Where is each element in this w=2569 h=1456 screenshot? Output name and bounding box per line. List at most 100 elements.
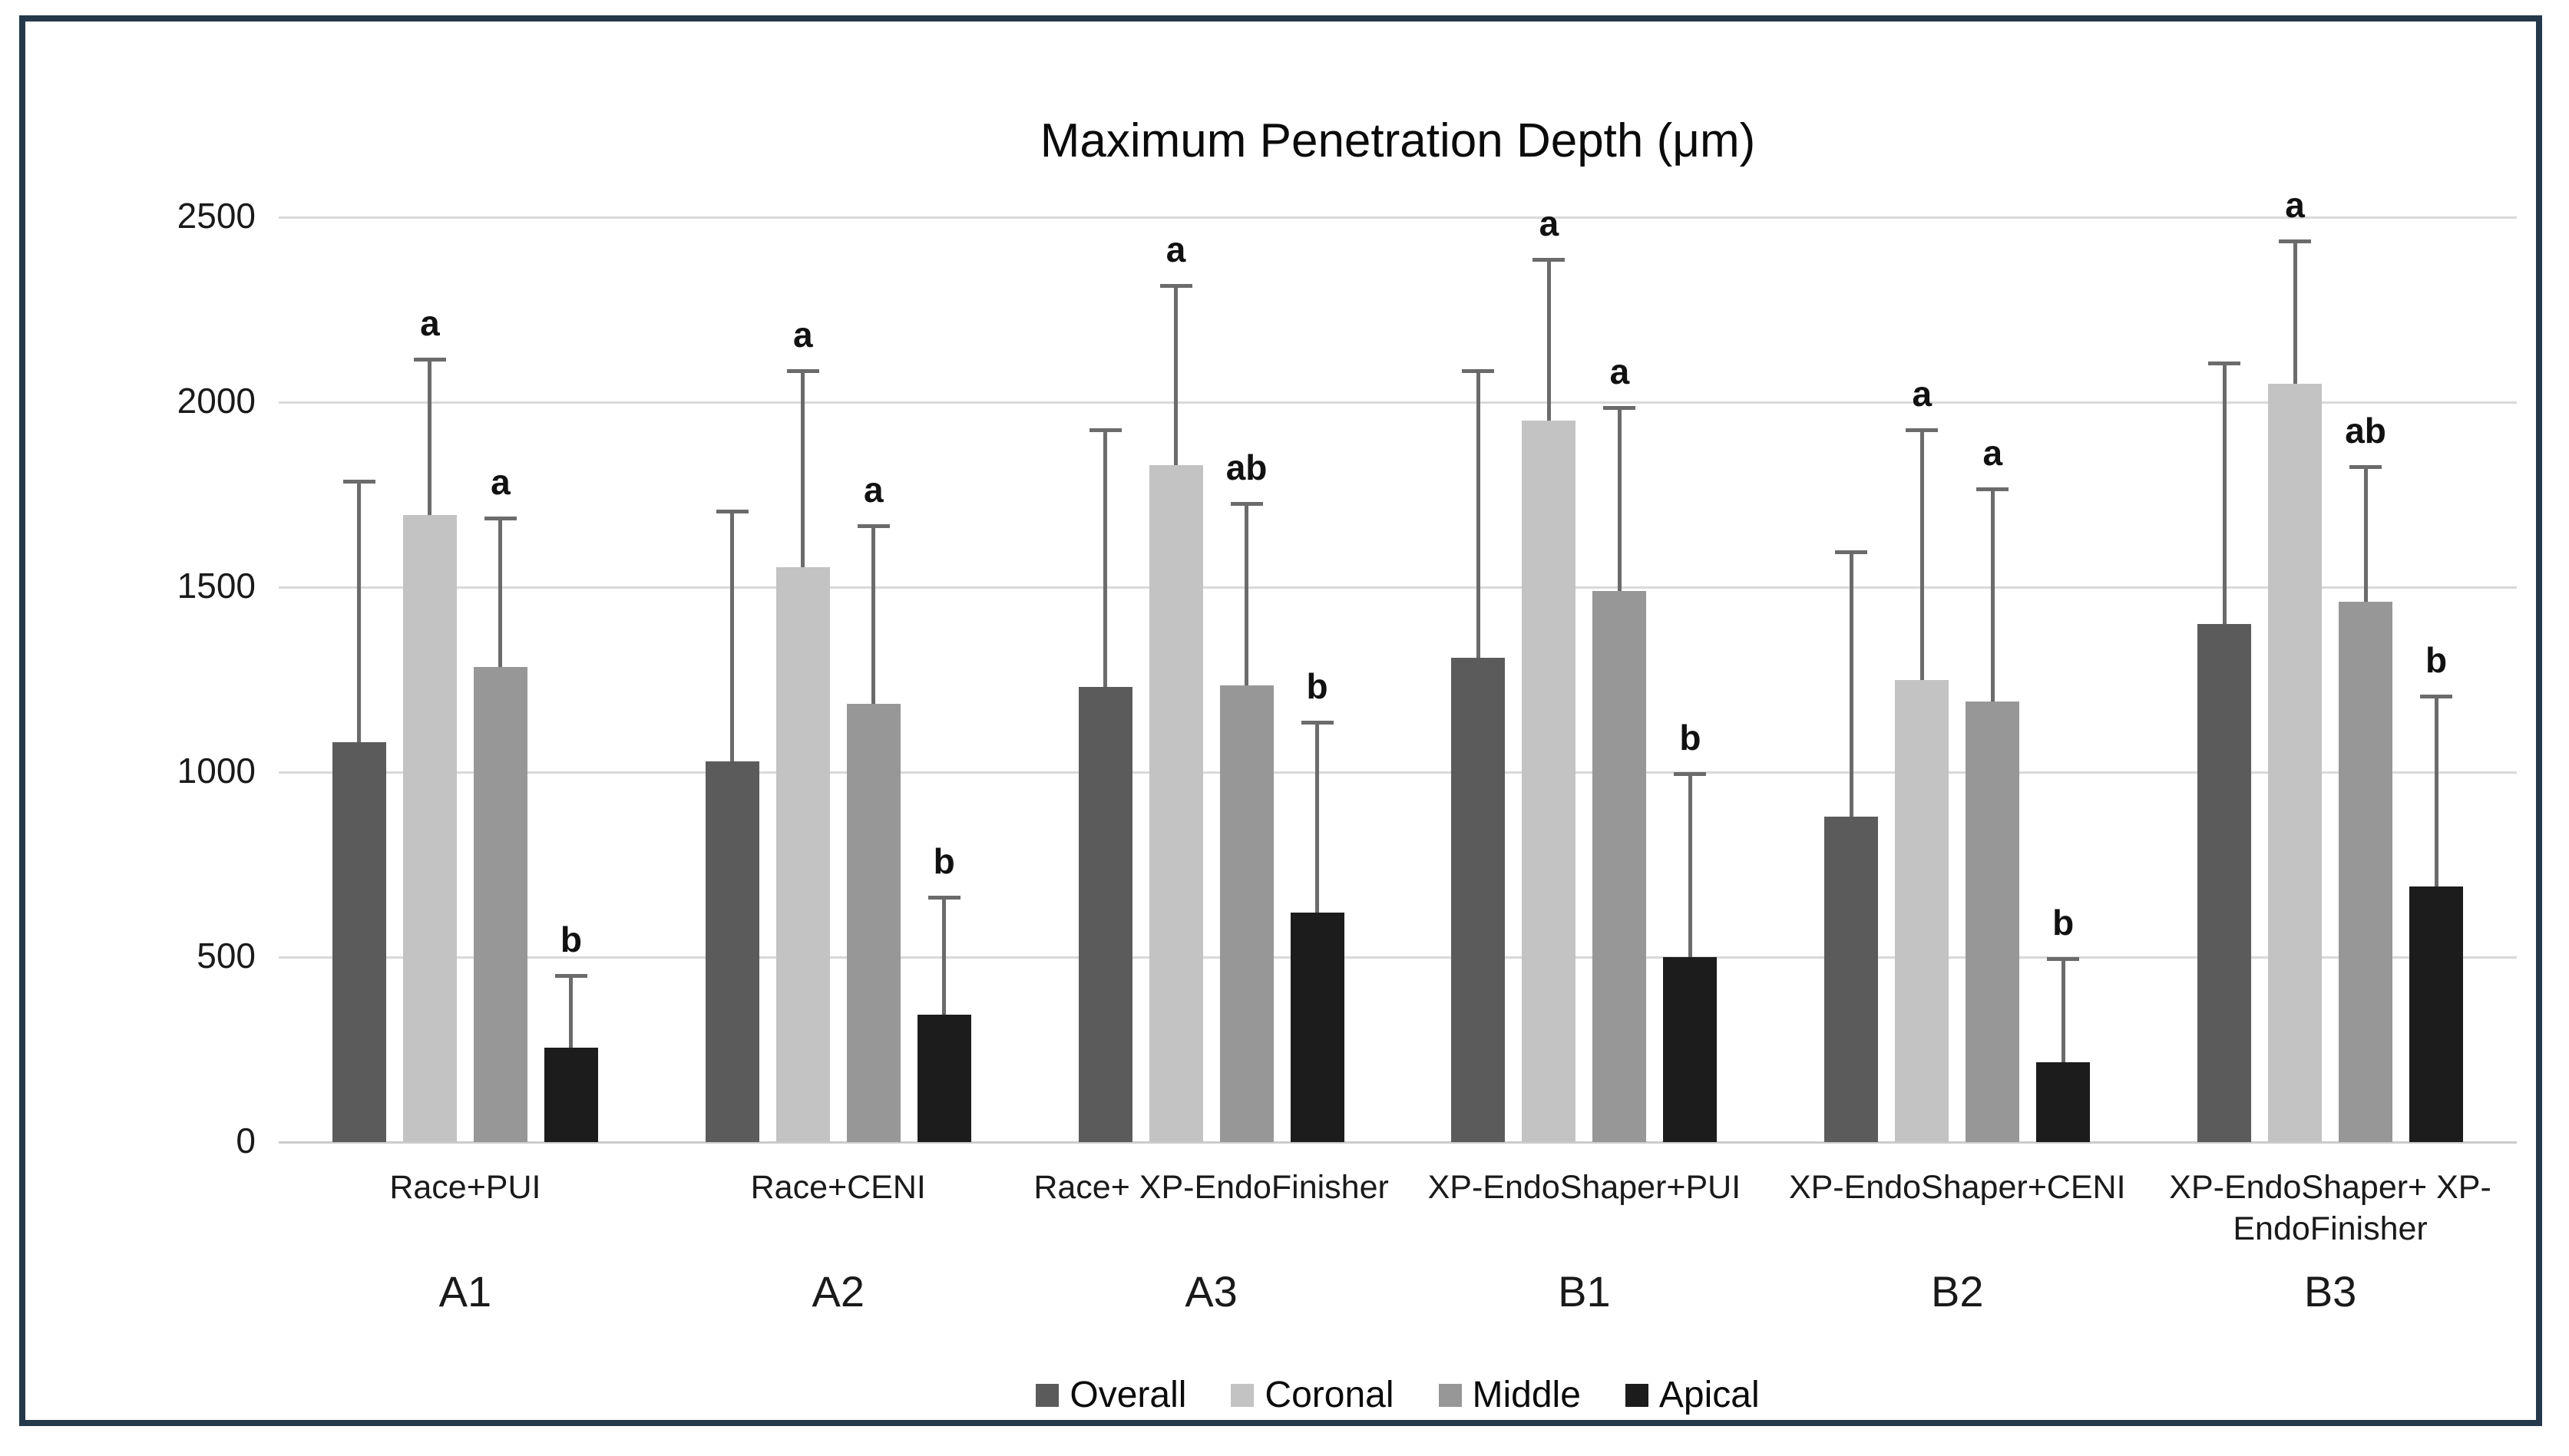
group-label-text-B1: XP-EndoShaper+PUI xyxy=(1427,1169,1741,1206)
y-tick-label-500: 500 xyxy=(197,936,256,976)
error-bar-A1-middle xyxy=(498,517,503,667)
bar-A1-coronal xyxy=(402,515,457,1142)
bar-slot-A1-middle: a xyxy=(473,217,527,1142)
legend-label-overall: Overall xyxy=(1070,1375,1187,1415)
legend-item-apical: Apical xyxy=(1625,1374,1760,1416)
legend-item-middle: Middle xyxy=(1438,1374,1581,1416)
group-sublabel-B2: B2 xyxy=(1930,1267,1984,1316)
error-cap-B1-apical xyxy=(1674,772,1707,776)
y-tick-label-0: 0 xyxy=(236,1121,256,1161)
significance-letter-B1-coronal: a xyxy=(1539,203,1559,244)
error-bar-B1-middle xyxy=(1617,405,1622,591)
group-sublabel-A2: A2 xyxy=(812,1267,865,1316)
bar-slot-B2-coronal: a xyxy=(1895,217,1949,1142)
bar-slot-B3-coronal: a xyxy=(2268,185,2323,1142)
error-cap-A3-middle xyxy=(1230,502,1263,507)
error-cap-A1-middle xyxy=(484,517,517,521)
error-cap-A2-overall xyxy=(716,509,749,513)
group-label-text-A1: Race+PUI xyxy=(389,1169,541,1206)
significance-letter-A1-apical: b xyxy=(560,919,582,959)
gridline-2000 xyxy=(279,401,2517,404)
bar-slot-B1-overall xyxy=(1451,217,1506,1142)
bar-B2-coronal xyxy=(1895,679,1949,1142)
legend-swatch-overall xyxy=(1036,1383,1060,1407)
gridline-0 xyxy=(279,1141,2517,1144)
error-cap-A2-coronal xyxy=(786,368,819,373)
bar-slot-A2-overall xyxy=(705,217,759,1142)
error-bar-A3-apical xyxy=(1315,720,1320,913)
error-cap-A2-middle xyxy=(857,524,890,529)
plot-area: a a b a a b a ab b a a b a a b a ab b xyxy=(279,185,2517,1144)
legend-item-coronal: Coronal xyxy=(1231,1374,1394,1416)
error-cap-B3-middle xyxy=(2349,464,2382,469)
bar-B3-overall xyxy=(2197,624,2252,1142)
error-bar-A1-coronal xyxy=(428,358,432,516)
bar-group-A3: a ab b xyxy=(1025,217,1398,1142)
error-cap-B3-coronal xyxy=(2279,239,2312,243)
bar-B2-apical xyxy=(2036,1062,2091,1142)
bar-B2-overall xyxy=(1824,816,1879,1142)
gridline-1500 xyxy=(279,586,2517,589)
legend-label-apical: Apical xyxy=(1658,1375,1760,1415)
bar-A3-middle xyxy=(1219,685,1274,1142)
group-label-B3: XP-EndoShaper+ XP-EndoFinisher xyxy=(2144,1167,2517,1250)
error-cap-B3-overall xyxy=(2208,361,2241,365)
legend-swatch-coronal xyxy=(1231,1383,1255,1407)
error-bar-A3-middle xyxy=(1245,502,1249,685)
figure-border-frame: Maximum Penetration Depth (μm) a a b a a b a ab… xyxy=(19,15,2542,1426)
bars-row-B1: a a b xyxy=(1451,203,1718,1142)
bar-slot-B2-middle: a xyxy=(1966,217,2020,1142)
bar-B1-coronal xyxy=(1522,421,1576,1142)
bar-B3-apical xyxy=(2409,886,2464,1142)
significance-letter-A1-middle: a xyxy=(491,462,511,503)
group-label-text-A2: Race+CENI xyxy=(750,1169,926,1206)
bar-A3-apical xyxy=(1290,913,1344,1142)
bar-group-A1: a a b xyxy=(279,217,652,1142)
bar-slot-B3-middle: ab xyxy=(2339,217,2393,1142)
bar-B3-middle xyxy=(2339,602,2393,1142)
bar-slot-B1-coronal: a xyxy=(1522,203,1576,1142)
group-label-text-B3: XP-EndoShaper+ XP-EndoFinisher xyxy=(2169,1169,2491,1247)
bar-slot-A3-coronal: a xyxy=(1149,217,1203,1142)
bar-slot-A1-apical: b xyxy=(544,217,598,1142)
error-bar-A3-coronal xyxy=(1174,283,1179,465)
error-bar-B2-apical xyxy=(2061,957,2065,1063)
bar-slot-A3-middle: ab xyxy=(1219,217,1274,1142)
bar-A1-apical xyxy=(544,1048,598,1142)
bar-group-B3: a ab b xyxy=(2144,185,2517,1142)
error-bar-B3-overall xyxy=(2222,361,2227,625)
chart-legend: Overall Coronal Middle Apical xyxy=(279,1374,2517,1416)
significance-letter-B1-apical: b xyxy=(1679,718,1701,758)
significance-letter-B3-coronal: a xyxy=(2285,184,2305,225)
bar-slot-A1-coronal: a xyxy=(402,217,457,1142)
bar-slot-A2-apical: b xyxy=(917,217,971,1142)
error-cap-B2-overall xyxy=(1835,550,1868,554)
group-label-A1: Race+PUI xyxy=(279,1167,652,1209)
group-label-A3: Race+ XP-EndoFinisher xyxy=(1025,1167,1398,1209)
significance-letter-A3-apical: b xyxy=(1306,665,1328,706)
error-bar-B2-coronal xyxy=(1919,428,1924,680)
bar-slot-A1-overall xyxy=(332,217,386,1142)
group-label-B2: XP-EndoShaper+CENI xyxy=(1771,1167,2144,1209)
bar-B3-coronal xyxy=(2268,383,2323,1142)
legend-label-coronal: Coronal xyxy=(1265,1375,1394,1415)
bar-slot-B3-apical: b xyxy=(2409,217,2464,1142)
legend-swatch-apical xyxy=(1625,1383,1648,1407)
bar-slot-B1-middle: a xyxy=(1592,217,1647,1142)
group-sublabel-B3: B3 xyxy=(2303,1267,2357,1316)
group-label-B1: XP-EndoShaper+PUI xyxy=(1398,1167,1771,1209)
y-tick-label-2000: 2000 xyxy=(177,381,256,421)
error-cap-A1-overall xyxy=(342,480,375,484)
significance-letter-A2-middle: a xyxy=(863,470,884,510)
bar-group-B1: a a b xyxy=(1398,203,1771,1142)
error-bar-B1-apical xyxy=(1688,772,1692,957)
error-cap-A1-apical xyxy=(554,973,587,978)
error-cap-B1-middle xyxy=(1603,405,1636,410)
error-bar-B2-middle xyxy=(1990,487,1995,702)
error-cap-A2-apical xyxy=(927,896,960,900)
significance-letter-B2-middle: a xyxy=(1982,432,2003,473)
bar-B1-apical xyxy=(1663,957,1718,1142)
bars-row-A3: a ab b xyxy=(1078,217,1344,1142)
error-cap-A1-coronal xyxy=(413,358,446,362)
